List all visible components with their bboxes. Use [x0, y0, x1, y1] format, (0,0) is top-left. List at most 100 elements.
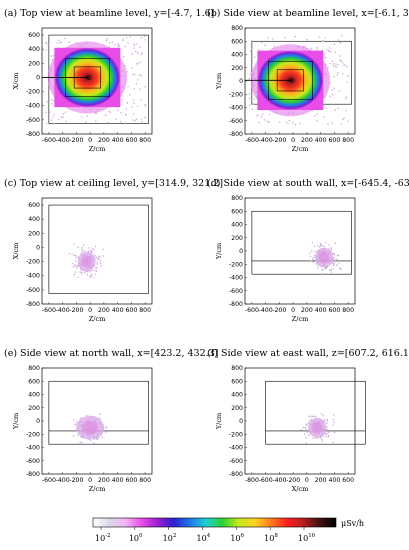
dose-speckle — [344, 98, 347, 100]
dose-speckle — [96, 261, 98, 263]
dose-speckle — [95, 270, 97, 272]
dose-speckle — [318, 36, 321, 38]
y-tick-label: -400 — [229, 275, 243, 282]
dose-speckle — [83, 272, 86, 274]
dose-speckle — [133, 102, 135, 104]
y-axis-label: X/cm — [12, 73, 20, 90]
dose-speckle — [108, 46, 110, 48]
x-tick-label: 600 — [342, 477, 354, 484]
dose-speckle — [321, 440, 323, 442]
dose-speckle — [329, 95, 331, 97]
dose-speckle — [120, 121, 122, 123]
dose-speckle — [91, 273, 93, 275]
dose-speckle — [76, 42, 78, 44]
dose-speckle — [257, 114, 259, 116]
colorbar-tick-label: 102 — [163, 533, 177, 543]
dose-speckle — [333, 253, 336, 255]
dose-speckle — [343, 117, 345, 119]
x-axis-label: Z/cm — [292, 145, 309, 153]
dose-speckle — [303, 433, 306, 435]
dose-speckle — [333, 431, 336, 434]
dose-speckle — [90, 440, 92, 442]
dose-speckle — [135, 118, 138, 121]
dose-speckle — [96, 437, 99, 439]
y-tick-label: -600 — [229, 288, 243, 295]
dose-speckle — [302, 426, 305, 429]
dose-speckle — [311, 110, 313, 112]
dose-speckle — [45, 42, 48, 45]
dose-speckle — [99, 417, 101, 420]
dose-speckle — [102, 248, 104, 251]
y-tick-label: 200 — [231, 235, 243, 242]
dose-speckle — [96, 438, 98, 441]
dose-speckle — [77, 276, 80, 278]
y-tick-label: 200 — [231, 405, 243, 412]
dose-speckle — [266, 37, 269, 39]
dose-speckle — [68, 41, 71, 44]
dose-speckle — [109, 111, 112, 113]
dose-speckle — [339, 59, 341, 61]
dose-speckle — [331, 262, 333, 264]
dose-speckle — [329, 62, 331, 65]
y-tick-label: -600 — [229, 118, 243, 125]
dose-speckle — [106, 38, 108, 40]
dose-speckle — [81, 116, 83, 118]
dose-speckle — [53, 123, 55, 125]
dose-speckle — [117, 44, 119, 46]
dose-speckle — [285, 121, 288, 123]
x-tick-label: 600 — [125, 137, 137, 144]
dose-speckle — [80, 271, 83, 274]
y-tick-label: 800 — [231, 365, 243, 372]
y-tick-label: -200 — [26, 89, 40, 96]
y-tick-label: 400 — [231, 52, 243, 59]
x-axis-label: Z/cm — [89, 315, 106, 323]
y-tick-label: -800 — [26, 471, 40, 478]
dose-speckle — [334, 259, 336, 261]
dose-speckle — [341, 62, 344, 64]
dose-speckle — [309, 420, 311, 422]
dose-speckle — [100, 265, 102, 267]
x-tick-label: 200 — [98, 477, 110, 484]
x-tick-label: 800 — [342, 307, 354, 314]
colorbar-tick-label: 100 — [129, 533, 143, 543]
dose-speckle — [332, 424, 334, 427]
dose-speckle — [91, 251, 93, 253]
x-tick-label: 800 — [139, 477, 151, 484]
dose-speckle — [256, 115, 258, 117]
y-tick-label: -200 — [229, 261, 243, 268]
y-tick-label: 400 — [28, 46, 40, 53]
dose-speckle — [339, 42, 341, 44]
dose-speckle — [251, 48, 253, 51]
dose-speckle — [62, 116, 64, 118]
dose-speckle — [75, 260, 77, 262]
dose-speckle — [336, 258, 338, 260]
dose-speckle — [132, 73, 134, 75]
dose-speckle — [330, 271, 332, 273]
y-tick-label: 200 — [28, 405, 40, 412]
dose-speckle — [249, 104, 251, 106]
dose-speckle — [76, 264, 79, 267]
dose-speckle — [332, 268, 334, 270]
x-tick-label: 400 — [315, 307, 327, 314]
dose-speckle — [135, 50, 137, 53]
y-tick-label: 600 — [231, 38, 243, 45]
chart-panel: (d) Side view at south wall, x=[-645.4, … — [207, 178, 409, 323]
dose-speckle — [62, 113, 65, 115]
dose-speckle — [143, 35, 145, 37]
dose-speckle — [321, 438, 323, 440]
dose-speckle — [85, 121, 87, 123]
x-tick-label: 800 — [139, 307, 151, 314]
dose-speckle — [339, 55, 341, 57]
dose-speckle — [316, 46, 318, 49]
dose-speckle — [75, 421, 78, 423]
dose-speckle — [329, 269, 331, 271]
dose-speckle — [326, 420, 329, 422]
dose-speckle — [328, 47, 331, 49]
dose-speckle — [344, 64, 346, 66]
dose-speckle — [343, 64, 345, 66]
dose-speckle — [322, 40, 324, 42]
dose-speckle — [325, 241, 327, 244]
dose-speckle — [331, 93, 334, 96]
dose-speckle — [326, 422, 328, 425]
dose-speckle — [328, 248, 330, 250]
